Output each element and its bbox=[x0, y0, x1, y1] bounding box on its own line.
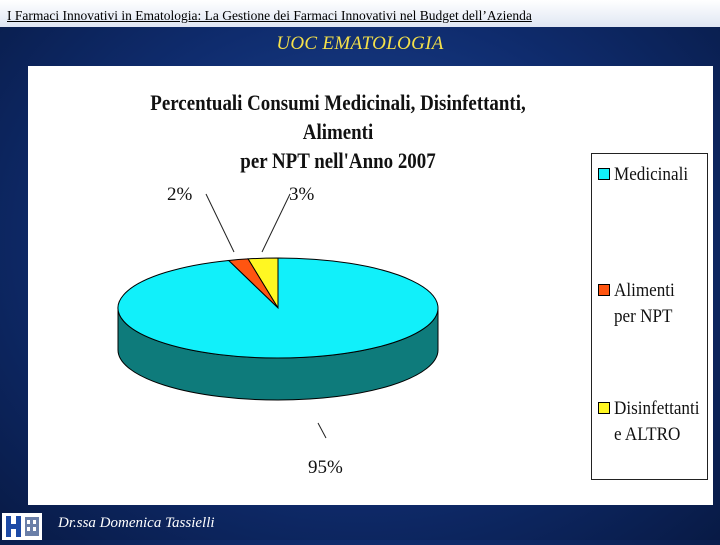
pie-top bbox=[117, 257, 439, 359]
chart-title-line-2: per NPT nell'Anno 2007 bbox=[240, 148, 436, 173]
pie-chart bbox=[117, 193, 439, 439]
leader-line-alimenti bbox=[205, 193, 235, 253]
leader-line-medicinali bbox=[317, 422, 327, 439]
chart-panel: Percentuali Consumi Medicinali, Disinfet… bbox=[28, 66, 713, 505]
header-band: I Farmaci Innovativi in Ematologia: La G… bbox=[0, 0, 720, 27]
legend-swatch-medicinali bbox=[598, 168, 610, 180]
legend-swatch-alimenti bbox=[598, 284, 610, 296]
legend-item-medicinali: Medicinali bbox=[598, 162, 710, 188]
footer-author: Dr.ssa Domenica Tassielli bbox=[58, 515, 215, 531]
chart-title-line-1: Percentuali Consumi Medicinali, Disinfet… bbox=[150, 90, 526, 144]
legend-label-medicinali: Medicinali bbox=[614, 164, 689, 185]
hospital-logo-icon bbox=[2, 513, 42, 540]
data-label-alimenti: 2% bbox=[167, 184, 193, 205]
slide-title: UOC EMATOLOGIA bbox=[276, 33, 444, 54]
data-label-medicinali: 95% bbox=[308, 457, 343, 478]
pie-slice-medicinali bbox=[117, 257, 439, 359]
data-label-disinfettanti: 3% bbox=[289, 184, 315, 205]
leader-line-disinfettanti bbox=[261, 193, 291, 253]
legend-label-alimenti: Alimenti per NPT bbox=[614, 280, 675, 327]
header-title: I Farmaci Innovativi in Ematologia: La G… bbox=[7, 8, 532, 23]
legend-label-disinfettanti: Disinfettanti e ALTRO bbox=[614, 398, 700, 445]
legend: Medicinali Alimenti per NPT Disinfettant… bbox=[591, 153, 708, 480]
legend-swatch-disinfettanti bbox=[598, 402, 610, 414]
legend-item-alimenti: Alimenti per NPT bbox=[598, 278, 710, 330]
chart-title: Percentuali Consumi Medicinali, Disinfet… bbox=[123, 88, 553, 175]
legend-item-disinfettanti: Disinfettanti e ALTRO bbox=[598, 396, 710, 448]
